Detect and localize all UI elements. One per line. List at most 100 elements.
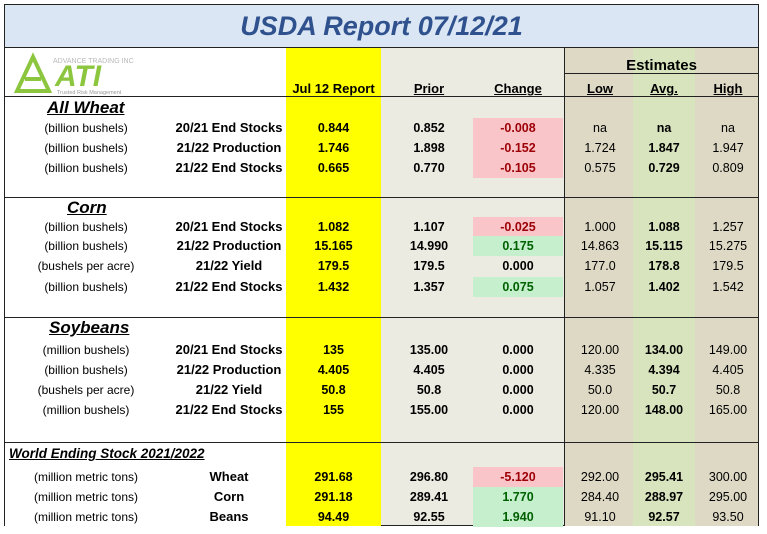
report-column-highlight [286, 48, 381, 526]
high-header-text: High [713, 81, 743, 96]
high-estimate: 0.809 [712, 161, 744, 175]
low-estimate: 91.10 [584, 510, 616, 524]
report-value: 15.165 [314, 239, 353, 253]
prior-value: 92.55 [413, 510, 445, 524]
report-value: 179.5 [317, 259, 350, 273]
report-value: 291.68 [314, 470, 353, 484]
metric-label: 21/22 Yield [195, 258, 263, 273]
report-value: 94.49 [317, 510, 350, 524]
change-value: 0.000 [502, 363, 534, 377]
low-estimate: 1.724 [584, 141, 616, 155]
section-title: World Ending Stock 2021/2022 [9, 446, 205, 461]
change-header-text: Change [494, 81, 542, 96]
table-row: (million bushels) 21/22 End Stocks 155 155.… [5, 400, 758, 420]
high-estimate: 50.8 [715, 383, 741, 397]
unit-cell: (million bushels) [42, 403, 130, 417]
table-row: (billion bushels) 21/22 Production 15.165 1… [5, 236, 758, 256]
high-estimate: na [721, 121, 735, 135]
high-estimate: 295.00 [708, 490, 748, 504]
unit-cell: (billion bushels) [44, 121, 128, 135]
prior-value: 135.00 [409, 343, 449, 357]
change-value: -5.120 [473, 467, 563, 487]
low-estimate: 120.00 [580, 343, 620, 357]
unit-cell: (billion bushels) [44, 280, 128, 294]
section-title: All Wheat [47, 98, 125, 117]
unit-cell: (bushels per acre) [37, 383, 135, 397]
prior-value: 1.357 [413, 280, 445, 294]
table-row: (billion bushels) 20/21 End Stocks 0.844 0.… [5, 118, 758, 138]
table-row: (bushels per acre) 21/22 Yield 179.5 179.5 0… [5, 256, 758, 276]
low-estimate: 50.0 [587, 383, 613, 397]
avg-estimate: 1.847 [648, 141, 680, 155]
table-row: (billion bushels) 21/22 End Stocks 1.432 1.… [5, 277, 758, 297]
prior-value: 289.41 [409, 490, 449, 504]
metric-label: Beans [209, 509, 249, 524]
avg-estimate: 295.41 [644, 470, 684, 484]
metric-label: 21/22 Production [176, 362, 282, 377]
change-value: 0.000 [502, 343, 534, 357]
low-estimate: 177.0 [584, 259, 616, 273]
estimates-left-border [564, 48, 565, 526]
metric-label: 21/22 End Stocks [175, 279, 283, 294]
prior-value: 296.80 [409, 470, 449, 484]
high-estimate: 1.257 [712, 220, 744, 234]
prior-value: 4.405 [413, 363, 445, 377]
avg-header-text: Avg. [650, 81, 678, 96]
low-estimate: 0.575 [584, 161, 616, 175]
metric-label: 21/22 Production [176, 238, 282, 253]
estimates-header: Estimates [626, 57, 697, 74]
report-column-header: Jul 12 Report [292, 81, 375, 96]
metric-label: 21/22 End Stocks [175, 160, 283, 175]
change-value: -0.152 [473, 138, 563, 158]
report-title: USDA Report 07/12/21 [240, 10, 523, 41]
high-estimate: 1.947 [712, 141, 744, 155]
high-estimate: 149.00 [708, 343, 748, 357]
unit-cell: (billion bushels) [44, 220, 128, 234]
section-divider [5, 442, 758, 443]
metric-label: 20/21 End Stocks [175, 120, 283, 135]
avg-estimate: 1.088 [648, 220, 680, 234]
section-title: Corn [67, 198, 107, 217]
low-header-text: Low [587, 81, 613, 96]
change-value: 1.940 [473, 507, 563, 527]
high-estimate: 15.275 [708, 239, 748, 253]
avg-estimate: 134.00 [644, 343, 684, 357]
metric-label: 21/22 Yield [195, 382, 263, 397]
metric-label: Wheat [209, 469, 249, 484]
report-value: 0.844 [317, 121, 350, 135]
report-value: 50.8 [321, 383, 346, 397]
report-sheet: USDA Report 07/12/21 ADVANCE TRADING INC… [4, 4, 759, 527]
avg-column-highlight [633, 48, 695, 526]
unit-cell: (million bushels) [42, 343, 130, 357]
change-value: -0.025 [473, 217, 563, 237]
unit-cell: (million metric tons) [33, 510, 138, 524]
logo-tagline-bottom: Trusted Risk Management [57, 90, 122, 96]
unit-cell: (billion bushels) [44, 161, 128, 175]
low-estimate: 292.00 [580, 470, 620, 484]
report-value: 1.082 [317, 220, 350, 234]
low-estimate: 120.00 [580, 403, 620, 417]
avg-estimate: 15.115 [645, 239, 683, 253]
change-value: 0.000 [502, 403, 534, 417]
low-estimate: 4.335 [584, 363, 616, 377]
avg-estimate: 50.7 [651, 383, 677, 397]
metric-label: 21/22 End Stocks [175, 402, 283, 417]
change-value: 0.075 [473, 277, 563, 297]
table-row: (billion bushels) 21/22 Production 1.746 1.… [5, 138, 758, 158]
high-estimate: 165.00 [708, 403, 748, 417]
unit-cell: (million metric tons) [33, 490, 138, 504]
high-estimate: 93.50 [712, 510, 744, 524]
low-estimate: 14.863 [580, 239, 620, 253]
high-estimate: 300.00 [708, 470, 748, 484]
prior-value: 0.852 [413, 121, 445, 135]
report-value: 135 [323, 343, 344, 357]
prior-column-header: Prior [385, 81, 473, 96]
report-value: 4.405 [317, 363, 350, 377]
section-divider [5, 96, 758, 97]
logo-brand: ATI [54, 60, 102, 93]
prior-value: 155.00 [409, 403, 449, 417]
table-row: (million metric tons) Corn 291.18 289.41 1.7… [5, 487, 758, 507]
report-value: 1.746 [317, 141, 350, 155]
title-bar: USDA Report 07/12/21 [5, 5, 758, 48]
avg-estimate: 148.00 [644, 403, 684, 417]
